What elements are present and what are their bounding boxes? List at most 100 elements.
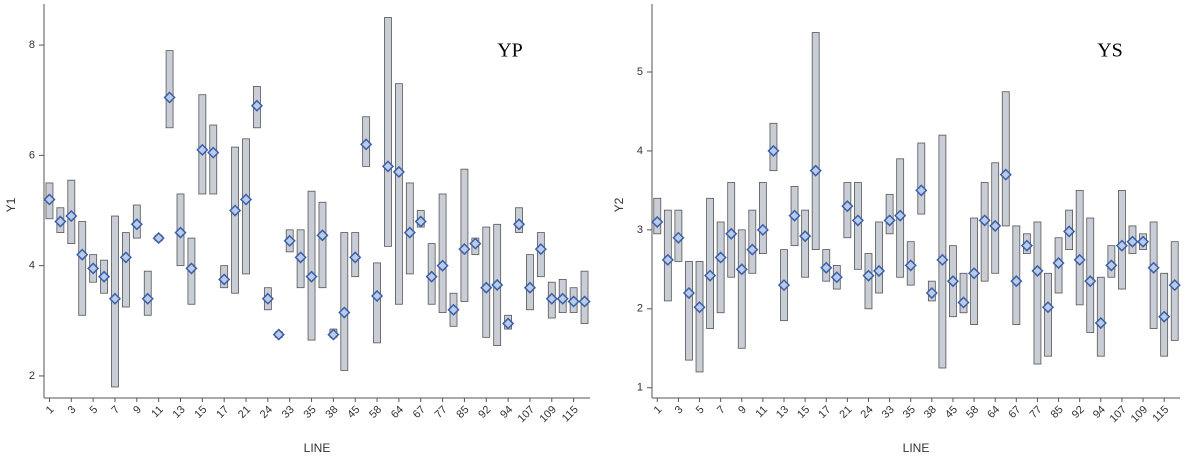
mean-marker — [830, 271, 843, 284]
mean-marker — [925, 286, 938, 300]
x-tick-label: 21 — [236, 404, 253, 421]
mean-marker — [65, 209, 78, 223]
y-tick-label: 2 — [29, 370, 35, 382]
mean-marker — [523, 281, 537, 294]
mean-marker — [946, 275, 960, 288]
mean-marker — [250, 99, 264, 112]
mean-marker — [338, 306, 351, 319]
mean-marker — [545, 292, 558, 305]
x-tick-label: 21 — [837, 404, 854, 421]
mean-marker — [294, 251, 307, 264]
mean-marker — [936, 253, 949, 266]
range-bar — [165, 50, 174, 129]
x-tick-label: 35 — [901, 404, 918, 421]
mean-marker — [883, 214, 896, 227]
mean-marker — [735, 263, 748, 276]
range-bar — [318, 201, 327, 289]
x-tick-label: 85 — [454, 404, 471, 421]
mean-marker — [349, 251, 362, 264]
x-tick-label: 67 — [1006, 404, 1023, 421]
range-bar — [373, 262, 381, 344]
mean-marker — [436, 259, 449, 272]
x-tick-label: 15 — [795, 404, 812, 421]
x-tick-label: 24 — [859, 404, 876, 421]
mean-marker — [872, 264, 886, 277]
x-tick-label: 9 — [131, 404, 144, 417]
y-tick-label: 4 — [637, 145, 643, 157]
mean-marker — [1020, 239, 1033, 252]
y-tick-label: 8 — [29, 39, 35, 51]
mean-marker — [578, 295, 591, 308]
x-tick-label: 11 — [149, 404, 166, 421]
y-tick-label: 2 — [637, 303, 643, 315]
range-bar — [460, 168, 469, 302]
mean-marker — [904, 259, 917, 272]
x-tick-label: 85 — [1049, 404, 1066, 421]
mean-marker — [682, 286, 696, 300]
mean-marker — [1115, 239, 1128, 252]
range-bar — [394, 83, 403, 305]
mean-marker — [968, 267, 981, 280]
mean-marker — [556, 292, 569, 305]
mean-marker — [141, 292, 154, 305]
mean-marker — [1147, 261, 1160, 274]
range-bar — [307, 190, 316, 341]
mean-marker — [480, 281, 493, 294]
x-tick-label: 17 — [214, 404, 231, 421]
range-bar — [1033, 221, 1042, 365]
x-axis-label: LINE — [304, 441, 331, 455]
x-tick-label: 77 — [433, 404, 450, 421]
mean-marker — [661, 253, 674, 266]
mean-marker — [1168, 279, 1181, 292]
x-tick-label: 107 — [1108, 404, 1129, 425]
x-tick-label: 35 — [302, 404, 319, 421]
x-tick-label: 64 — [389, 404, 406, 421]
range-bar — [737, 229, 746, 349]
x-tick-label: 67 — [411, 404, 428, 421]
mean-marker — [851, 214, 864, 227]
y-tick-label: 3 — [637, 224, 643, 236]
mean-marker — [185, 262, 198, 275]
mean-marker — [1158, 310, 1171, 323]
range-bar — [991, 162, 1000, 274]
mean-marker — [1073, 253, 1086, 266]
mean-marker — [820, 261, 833, 274]
mean-marker — [725, 227, 738, 240]
x-tick-label: 94 — [498, 404, 515, 421]
range-bar — [1075, 189, 1084, 306]
mean-marker — [174, 226, 187, 239]
mean-marker — [777, 279, 791, 292]
mean-marker — [1041, 301, 1055, 314]
mean-marker — [87, 262, 100, 275]
range-bar — [748, 209, 757, 274]
mean-marker — [989, 219, 1002, 232]
range-bar — [917, 142, 926, 215]
annotation: YP — [497, 40, 523, 62]
range-bar — [811, 32, 820, 250]
x-tick-label: 7 — [715, 404, 728, 417]
range-bar — [231, 146, 240, 294]
x-tick-label: 1 — [44, 404, 57, 417]
mean-marker — [425, 270, 438, 283]
x-tick-label: 38 — [922, 404, 939, 421]
mean-marker — [97, 270, 111, 283]
y-tick-label: 1 — [637, 382, 643, 394]
mean-marker — [305, 270, 318, 283]
mean-marker — [1105, 259, 1118, 272]
mean-marker — [841, 200, 854, 213]
mean-marker — [1010, 275, 1023, 288]
mean-marker — [714, 251, 727, 264]
range-bar — [384, 17, 392, 247]
x-tick-label: 45 — [345, 404, 362, 421]
mean-marker — [1063, 225, 1076, 238]
mean-marker — [239, 193, 253, 206]
mean-marker — [272, 328, 285, 341]
x-tick-label: 5 — [694, 404, 707, 417]
mean-marker — [491, 278, 504, 292]
range-bar — [938, 134, 947, 369]
mean-marker — [469, 237, 482, 250]
x-tick-label: 109 — [1129, 404, 1150, 425]
x-tick-label: 17 — [816, 404, 833, 421]
x-tick-label: 24 — [258, 404, 275, 421]
mean-marker — [130, 218, 143, 231]
